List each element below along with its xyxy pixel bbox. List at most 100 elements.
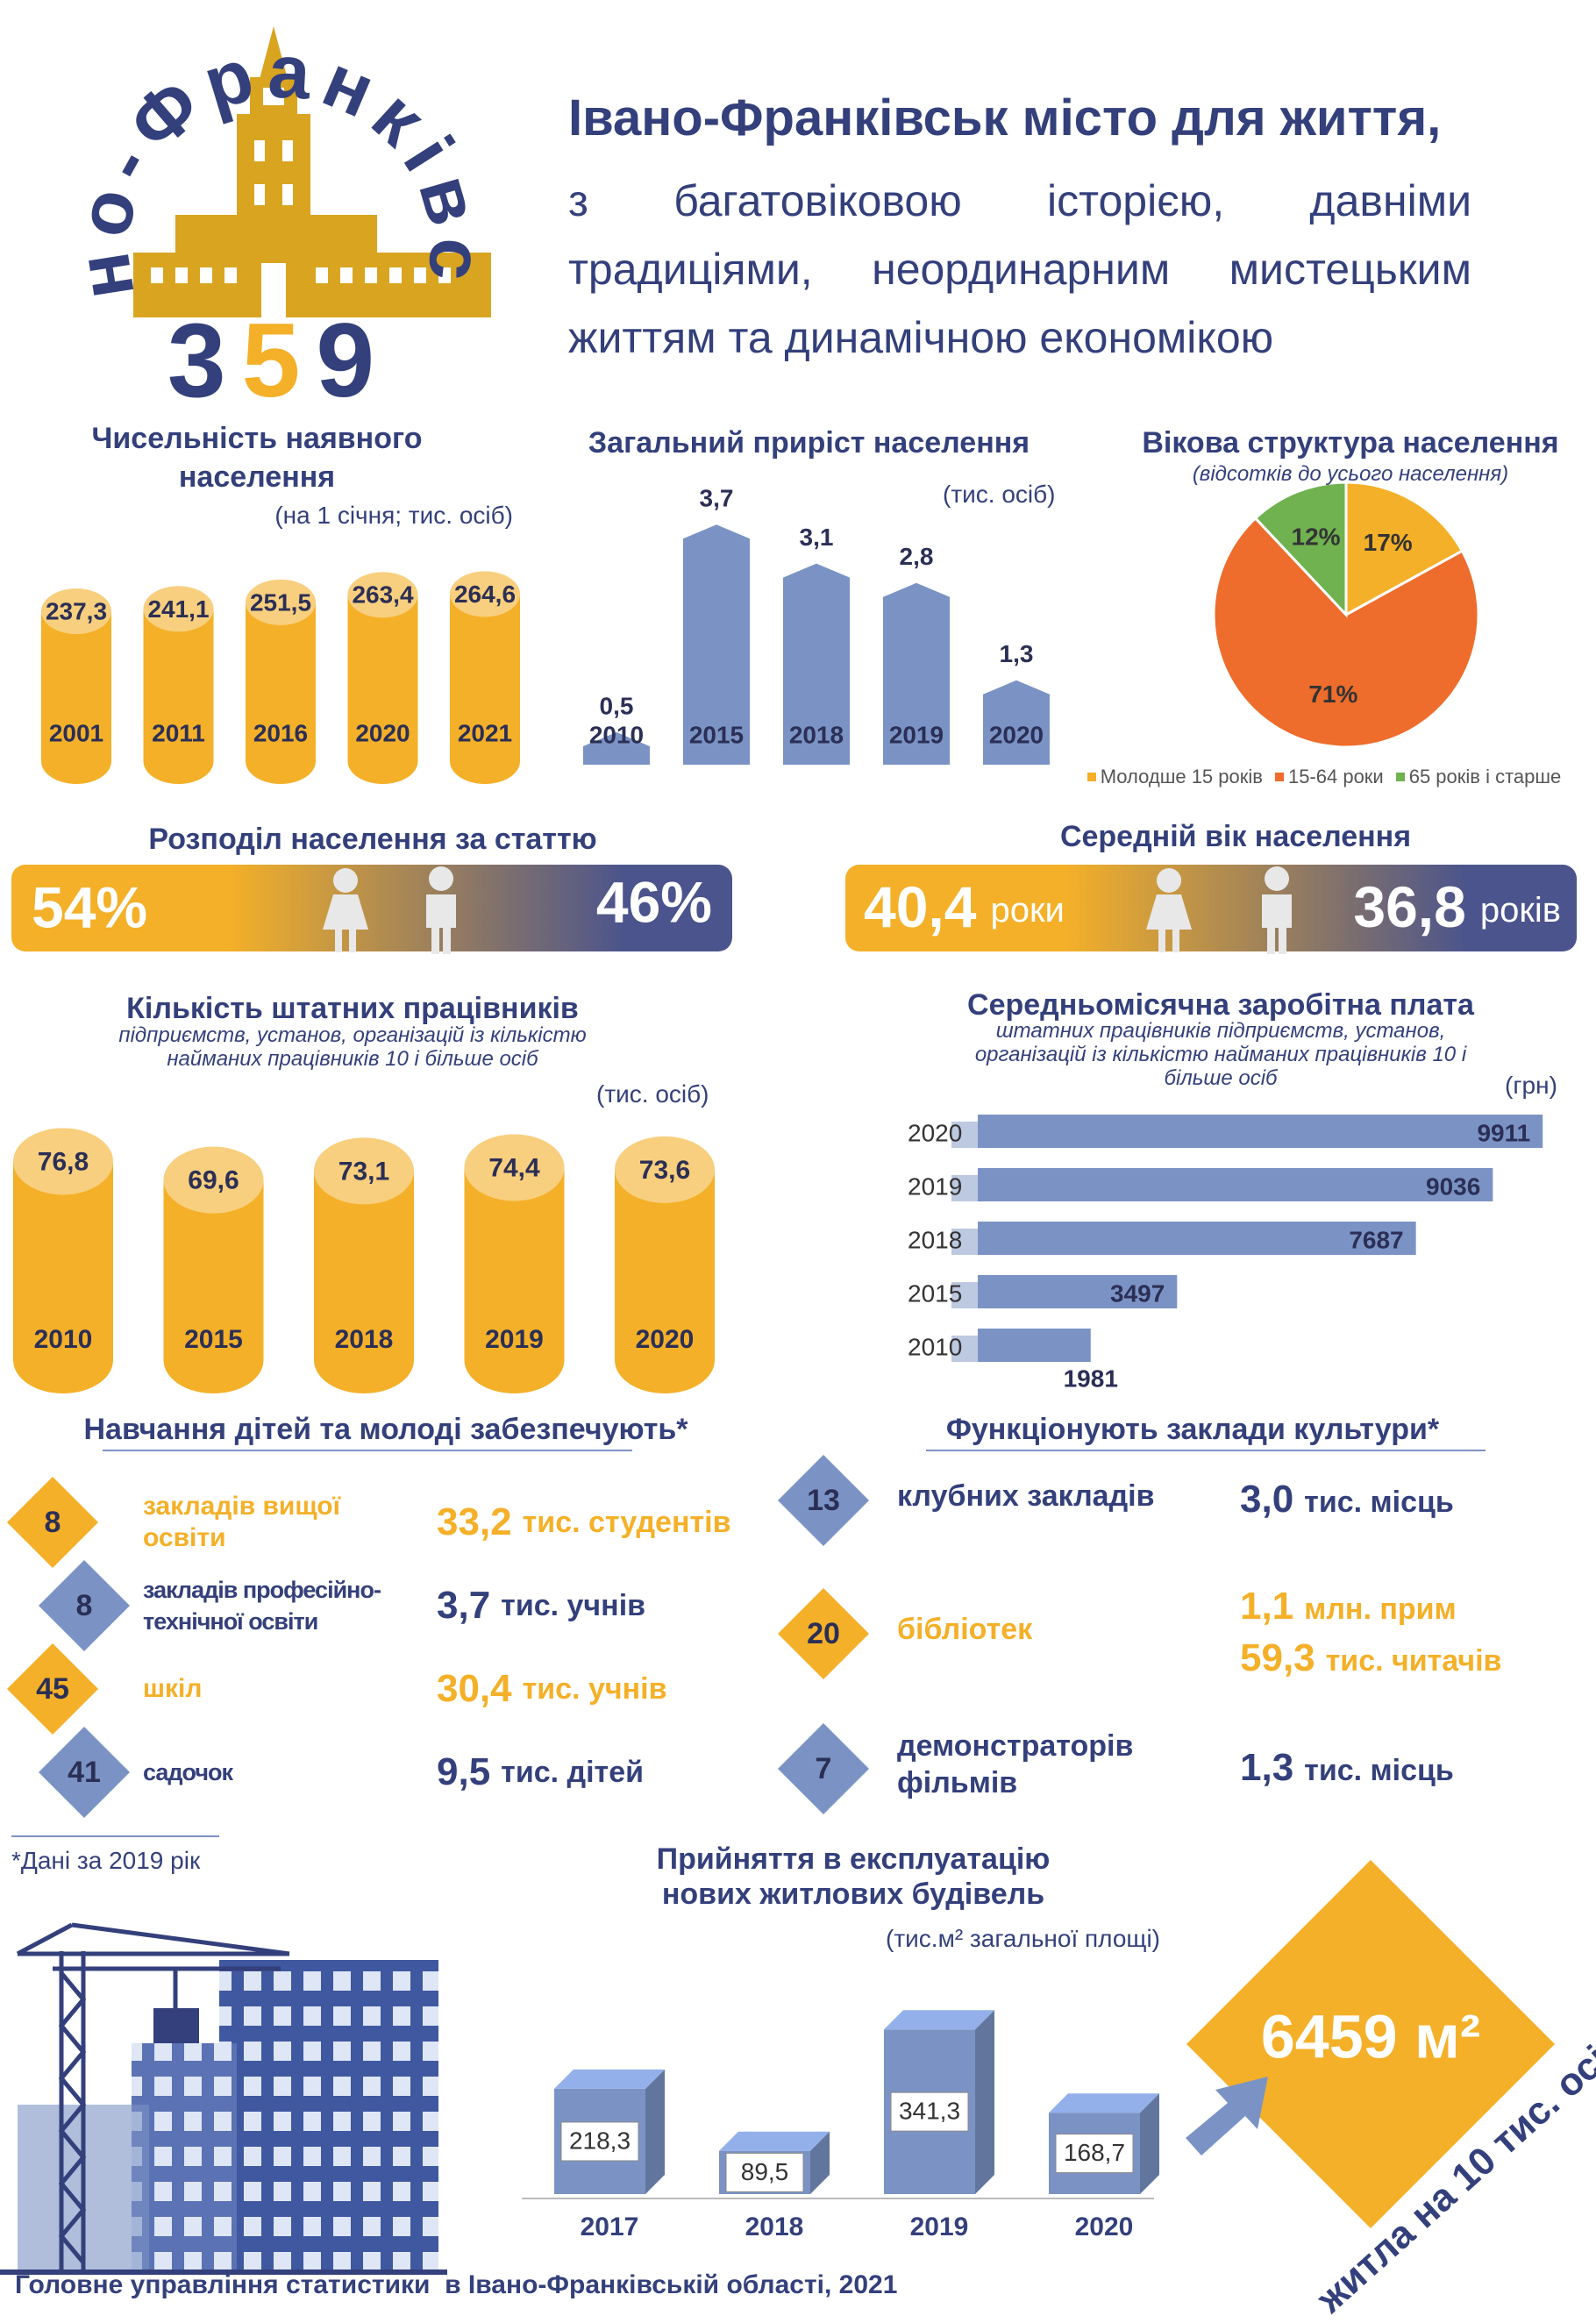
item-label: клубних закладів	[897, 1479, 1155, 1513]
female-age-value: 40,4	[864, 874, 977, 939]
cylinder-top	[615, 1136, 715, 1203]
bar	[978, 1329, 1091, 1362]
chart-title: Загальний приріст населення	[588, 426, 1030, 460]
item-label: садочок	[143, 1759, 233, 1785]
x-tick-label: 2010	[34, 1325, 93, 1354]
count: 8	[45, 1506, 61, 1539]
item-values: 3,0 тис. місць	[1240, 1448, 1454, 1553]
item-value: 9,5 тис. дітей	[437, 1737, 644, 1807]
legend-swatch	[1395, 773, 1405, 781]
logo-digit: 9	[316, 302, 390, 419]
count: 13	[807, 1484, 840, 1517]
section-title: Середній вік населення	[1059, 820, 1412, 853]
legend-label: Молодше 15 років	[1100, 766, 1263, 787]
chart-unit: (тис.м² загальної площі)	[886, 1925, 1160, 1952]
unit: млн. прим	[1304, 1593, 1457, 1626]
male-icon	[1262, 866, 1292, 954]
unit: тис. учнів	[522, 1671, 667, 1706]
y-tick-label: 2019	[908, 1172, 962, 1200]
x-tick-label: 2018	[789, 721, 844, 748]
value-label: 7687	[1349, 1226, 1403, 1253]
cylinder-top-highlight	[41, 588, 111, 635]
bar	[883, 582, 950, 765]
legend-label: 65 років і старше	[1408, 766, 1562, 787]
value-label: 341,3	[899, 2098, 960, 2125]
value-label: 73,1	[338, 1157, 389, 1186]
value-label: 9911	[1477, 1119, 1530, 1146]
value-label: 3497	[1110, 1279, 1165, 1307]
chart-subtitle: штатних працівників підприємств, установ…	[974, 1019, 1467, 1090]
legend: Молодше 15 років 15-64 роки 65 років і ста…	[1052, 766, 1596, 788]
value-label: 168,7	[1064, 2139, 1125, 2166]
legend-label: 15-64 роки	[1287, 766, 1384, 787]
count: 7	[816, 1752, 832, 1785]
unit: тис. місць	[1304, 1485, 1454, 1519]
value-label: 71%	[1308, 681, 1357, 708]
logo-spire	[260, 26, 288, 79]
headline-subtitle: з багатовіковою історією, давніми традиц…	[568, 176, 1471, 362]
value-label-box	[1055, 2134, 1134, 2174]
cylinder-top-highlight	[13, 1128, 113, 1195]
count-diamond	[778, 1588, 869, 1679]
count-diamond	[778, 1455, 869, 1546]
cylinder-top-highlight	[347, 572, 418, 618]
unit: тис. дітей	[501, 1755, 645, 1789]
female-icon	[323, 868, 368, 952]
housing-rate-value: 6459 м²	[1261, 2002, 1480, 2070]
bar	[143, 609, 214, 761]
value-line: 3,0 тис. місць	[1240, 1475, 1454, 1527]
male-age-unit: років	[1480, 891, 1561, 930]
male-age-value: 36,8	[1353, 874, 1465, 939]
chart-title: Чисельність наявного населення	[91, 422, 423, 494]
value-label: 74,4	[488, 1153, 540, 1182]
cylinder-top-highlight	[143, 586, 214, 632]
value: 1,1	[1240, 1585, 1294, 1628]
cylinder-top-highlight	[246, 579, 316, 625]
value-label: 251,5	[250, 588, 311, 616]
count-diamond	[7, 1477, 98, 1568]
value-label: 69,6	[188, 1166, 239, 1195]
chart-unit: (тис. осіб)	[943, 481, 1056, 508]
bar	[683, 524, 750, 765]
x-tick-label: 2020	[1075, 2213, 1134, 2241]
item-values: 1,1 млн. прим 59,3 тис. читачів	[1240, 1581, 1501, 1686]
bar-side	[1140, 2093, 1159, 2194]
bar-top	[554, 2069, 665, 2089]
bar	[583, 732, 650, 765]
age-bar	[845, 865, 1577, 951]
item-label: демонстраторів фільмів	[897, 1729, 1134, 1799]
value-label-box	[725, 2152, 804, 2192]
bar	[347, 595, 418, 761]
count-diamond	[778, 1723, 869, 1814]
chart-title: Вікова структура населення	[1142, 426, 1559, 460]
bar	[246, 602, 316, 761]
pie-slice	[1253, 481, 1348, 618]
logo	[133, 26, 491, 317]
chart-unit: (грн)	[1505, 1072, 1557, 1099]
cylinder-top-highlight	[450, 571, 520, 617]
value-label: 0,5	[600, 692, 634, 719]
cylinder-top-highlight	[314, 1137, 414, 1205]
value-label: 3,1	[800, 524, 834, 551]
chart-title: Кількість штатних працівників	[126, 992, 579, 1025]
cylinder-top	[347, 572, 418, 618]
bar	[978, 1168, 1493, 1201]
section-title: Навчання дітей та молоді забезпечують*	[83, 1413, 688, 1446]
item-values: 1,3 тис. місць	[1240, 1716, 1454, 1821]
cylinder-top	[41, 588, 111, 635]
value: 3,0	[1240, 1477, 1294, 1521]
cylinder-top-highlight	[163, 1146, 264, 1214]
chart-title: Середньомісячна заробітна плата	[967, 988, 1474, 1022]
count-diamond	[7, 1643, 98, 1735]
value-label-box	[560, 2121, 639, 2162]
cylinder-top	[143, 586, 214, 632]
value-label: 12%	[1292, 523, 1341, 550]
chart-subtitle: підприємств, установ, організацій із кіл…	[118, 1023, 587, 1071]
x-tick-label: 2020	[636, 1325, 695, 1354]
value-label: 218,3	[569, 2127, 631, 2154]
pie-slice	[1212, 516, 1480, 749]
unit: тис. студентів	[522, 1505, 731, 1539]
y-tick-label: 2020	[908, 1119, 962, 1146]
